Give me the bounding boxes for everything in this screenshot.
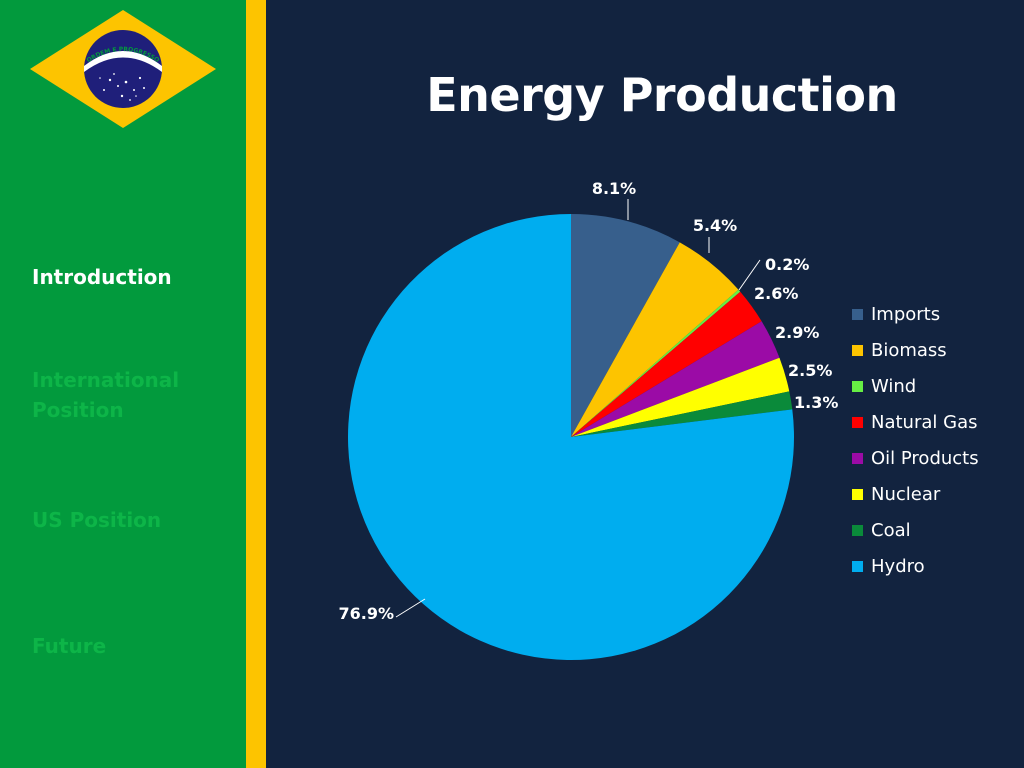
legend-swatch (852, 416, 863, 428)
flag-globe (84, 30, 162, 108)
legend-label: Coal (871, 519, 911, 541)
data-label-natural-gas: 2.6% (754, 284, 798, 303)
legend-item-biomass: Biomass (852, 332, 1024, 368)
legend-item-hydro: Hydro (852, 548, 1024, 584)
data-label-coal: 1.3% (794, 393, 838, 412)
pie-slice-imports (571, 214, 680, 437)
legend-label: Imports (871, 303, 941, 325)
legend-label: Biomass (871, 339, 947, 361)
data-label-nuclear: 2.5% (788, 361, 832, 380)
legend-label: Hydro (871, 555, 925, 577)
legend-swatch (852, 560, 863, 572)
data-label-hydro: 76.9% (338, 604, 394, 623)
energy-pie-chart: 8.1% 5.4% 0.2% 2.6% 2.9% 2.5% 1.3% 76.9% (338, 179, 838, 660)
pie-slice-hydro (348, 214, 795, 660)
legend-label: Oil Products (871, 447, 979, 469)
pie-slice-wind (571, 289, 741, 437)
legend-label: Wind (871, 375, 917, 397)
flag-stars (99, 73, 145, 101)
data-label-biomass: 5.4% (693, 216, 737, 235)
legend-swatch (852, 380, 863, 392)
legend-item-coal: Coal (852, 512, 1024, 548)
legend-label: Nuclear (871, 483, 941, 505)
legend-swatch (852, 308, 863, 320)
pie-slice-natural-gas (571, 291, 762, 437)
legend-item-natural-gas: Natural Gas (852, 404, 1024, 440)
sidebar: ORDEM E PROGRESSO Introduction Internati… (0, 0, 246, 768)
legend-swatch (852, 524, 863, 536)
legend-swatch (852, 452, 863, 464)
legend-swatch (852, 344, 863, 356)
pie-slice-nuclear (571, 357, 790, 437)
data-label-wind: 0.2% (765, 255, 809, 274)
leader-line-hydro (395, 598, 426, 618)
yellow-divider-stripe (246, 0, 266, 768)
legend-item-imports: Imports (852, 296, 1024, 332)
brazil-flag-logo: ORDEM E PROGRESSO (30, 10, 216, 128)
legend-item-nuclear: Nuclear (852, 476, 1024, 512)
pie-slice-coal (571, 391, 793, 437)
nav-item-future[interactable]: Future (32, 634, 107, 658)
data-label-imports: 8.1% (592, 179, 636, 198)
nav-item-us-position[interactable]: US Position (32, 508, 162, 532)
nav-item-introduction[interactable]: Introduction (32, 265, 172, 289)
nav-item-international-position[interactable]: International Position (32, 368, 180, 422)
legend-swatch (852, 488, 863, 500)
data-label-oil-products: 2.9% (775, 323, 819, 342)
chart-legend: Imports Biomass Wind Natural Gas Oil Product… (852, 296, 1024, 584)
legend-item-oil-products: Oil Products (852, 440, 1024, 476)
legend-label: Natural Gas (871, 411, 978, 433)
pie-slice-oil-products (571, 321, 780, 437)
flag-banner (84, 51, 162, 72)
leader-line-wind (738, 259, 761, 291)
pie-slice-biomass (571, 242, 739, 437)
page-title: Energy Production (426, 68, 898, 122)
legend-item-wind: Wind (852, 368, 1024, 404)
